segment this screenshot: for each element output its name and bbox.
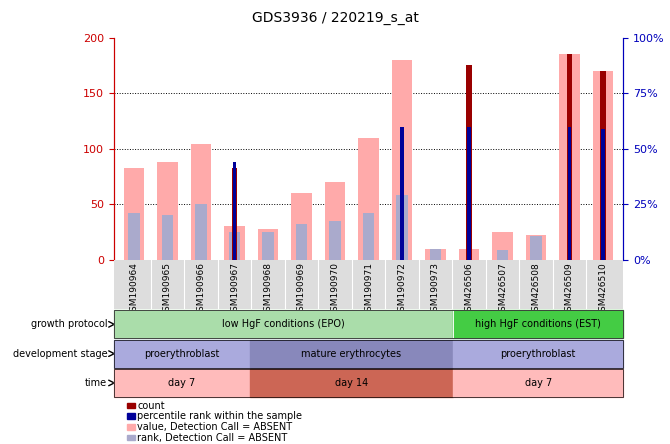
Bar <box>232 168 237 260</box>
Bar <box>330 221 340 260</box>
Text: GDS3936 / 220219_s_at: GDS3936 / 220219_s_at <box>251 11 419 25</box>
Text: time: time <box>85 378 107 388</box>
Bar <box>291 193 312 260</box>
Text: GSM426509: GSM426509 <box>565 262 574 317</box>
Bar <box>559 55 580 260</box>
Bar <box>568 127 571 260</box>
Text: proerythroblast: proerythroblast <box>500 349 576 359</box>
Bar <box>459 249 479 260</box>
Text: day 7: day 7 <box>168 378 196 388</box>
Text: percentile rank within the sample: percentile rank within the sample <box>137 411 302 421</box>
Bar <box>392 60 412 260</box>
Bar <box>124 168 144 260</box>
Bar <box>593 71 613 260</box>
Text: GSM190967: GSM190967 <box>230 262 239 317</box>
Bar <box>258 229 278 260</box>
Text: GSM190968: GSM190968 <box>263 262 273 317</box>
Text: day 7: day 7 <box>525 378 552 388</box>
Bar <box>600 71 606 260</box>
Bar <box>191 144 211 260</box>
Text: GSM190973: GSM190973 <box>431 262 440 317</box>
Bar <box>492 232 513 260</box>
Text: GSM190969: GSM190969 <box>297 262 306 317</box>
Bar <box>531 236 541 260</box>
Text: GSM190972: GSM190972 <box>397 262 407 317</box>
Bar <box>296 224 307 260</box>
Text: GSM190970: GSM190970 <box>330 262 340 317</box>
Text: proerythroblast: proerythroblast <box>144 349 220 359</box>
Bar <box>325 182 345 260</box>
Text: GSM190965: GSM190965 <box>163 262 172 317</box>
Bar <box>397 195 407 260</box>
Bar <box>229 232 240 260</box>
Bar <box>363 213 374 260</box>
Text: GSM426510: GSM426510 <box>598 262 608 317</box>
Text: value, Detection Call = ABSENT: value, Detection Call = ABSENT <box>137 422 293 432</box>
Bar <box>497 250 508 260</box>
Bar <box>425 249 446 260</box>
Text: low HgF conditions (EPO): low HgF conditions (EPO) <box>222 319 345 329</box>
Bar <box>567 55 572 260</box>
Text: growth protocol: growth protocol <box>31 319 107 329</box>
Text: mature erythrocytes: mature erythrocytes <box>302 349 401 359</box>
Bar <box>162 215 173 260</box>
Text: rank, Detection Call = ABSENT: rank, Detection Call = ABSENT <box>137 432 287 443</box>
Bar <box>430 249 441 260</box>
Text: count: count <box>137 400 165 411</box>
Bar <box>224 226 245 260</box>
Text: GSM190971: GSM190971 <box>364 262 373 317</box>
Bar <box>526 235 546 260</box>
Text: GSM190966: GSM190966 <box>196 262 206 317</box>
Text: GSM426506: GSM426506 <box>464 262 474 317</box>
Bar <box>196 204 206 260</box>
Bar <box>129 213 139 260</box>
Bar <box>602 129 604 260</box>
Bar <box>468 127 470 260</box>
Text: development stage: development stage <box>13 349 107 359</box>
Bar <box>466 66 472 260</box>
Bar <box>401 127 403 260</box>
Bar <box>263 232 273 260</box>
Bar <box>233 162 236 260</box>
Bar <box>157 162 178 260</box>
Text: GSM426508: GSM426508 <box>531 262 541 317</box>
Text: day 14: day 14 <box>335 378 368 388</box>
Text: GSM426507: GSM426507 <box>498 262 507 317</box>
Text: high HgF conditions (EST): high HgF conditions (EST) <box>475 319 601 329</box>
Bar <box>358 138 379 260</box>
Text: GSM190964: GSM190964 <box>129 262 139 317</box>
